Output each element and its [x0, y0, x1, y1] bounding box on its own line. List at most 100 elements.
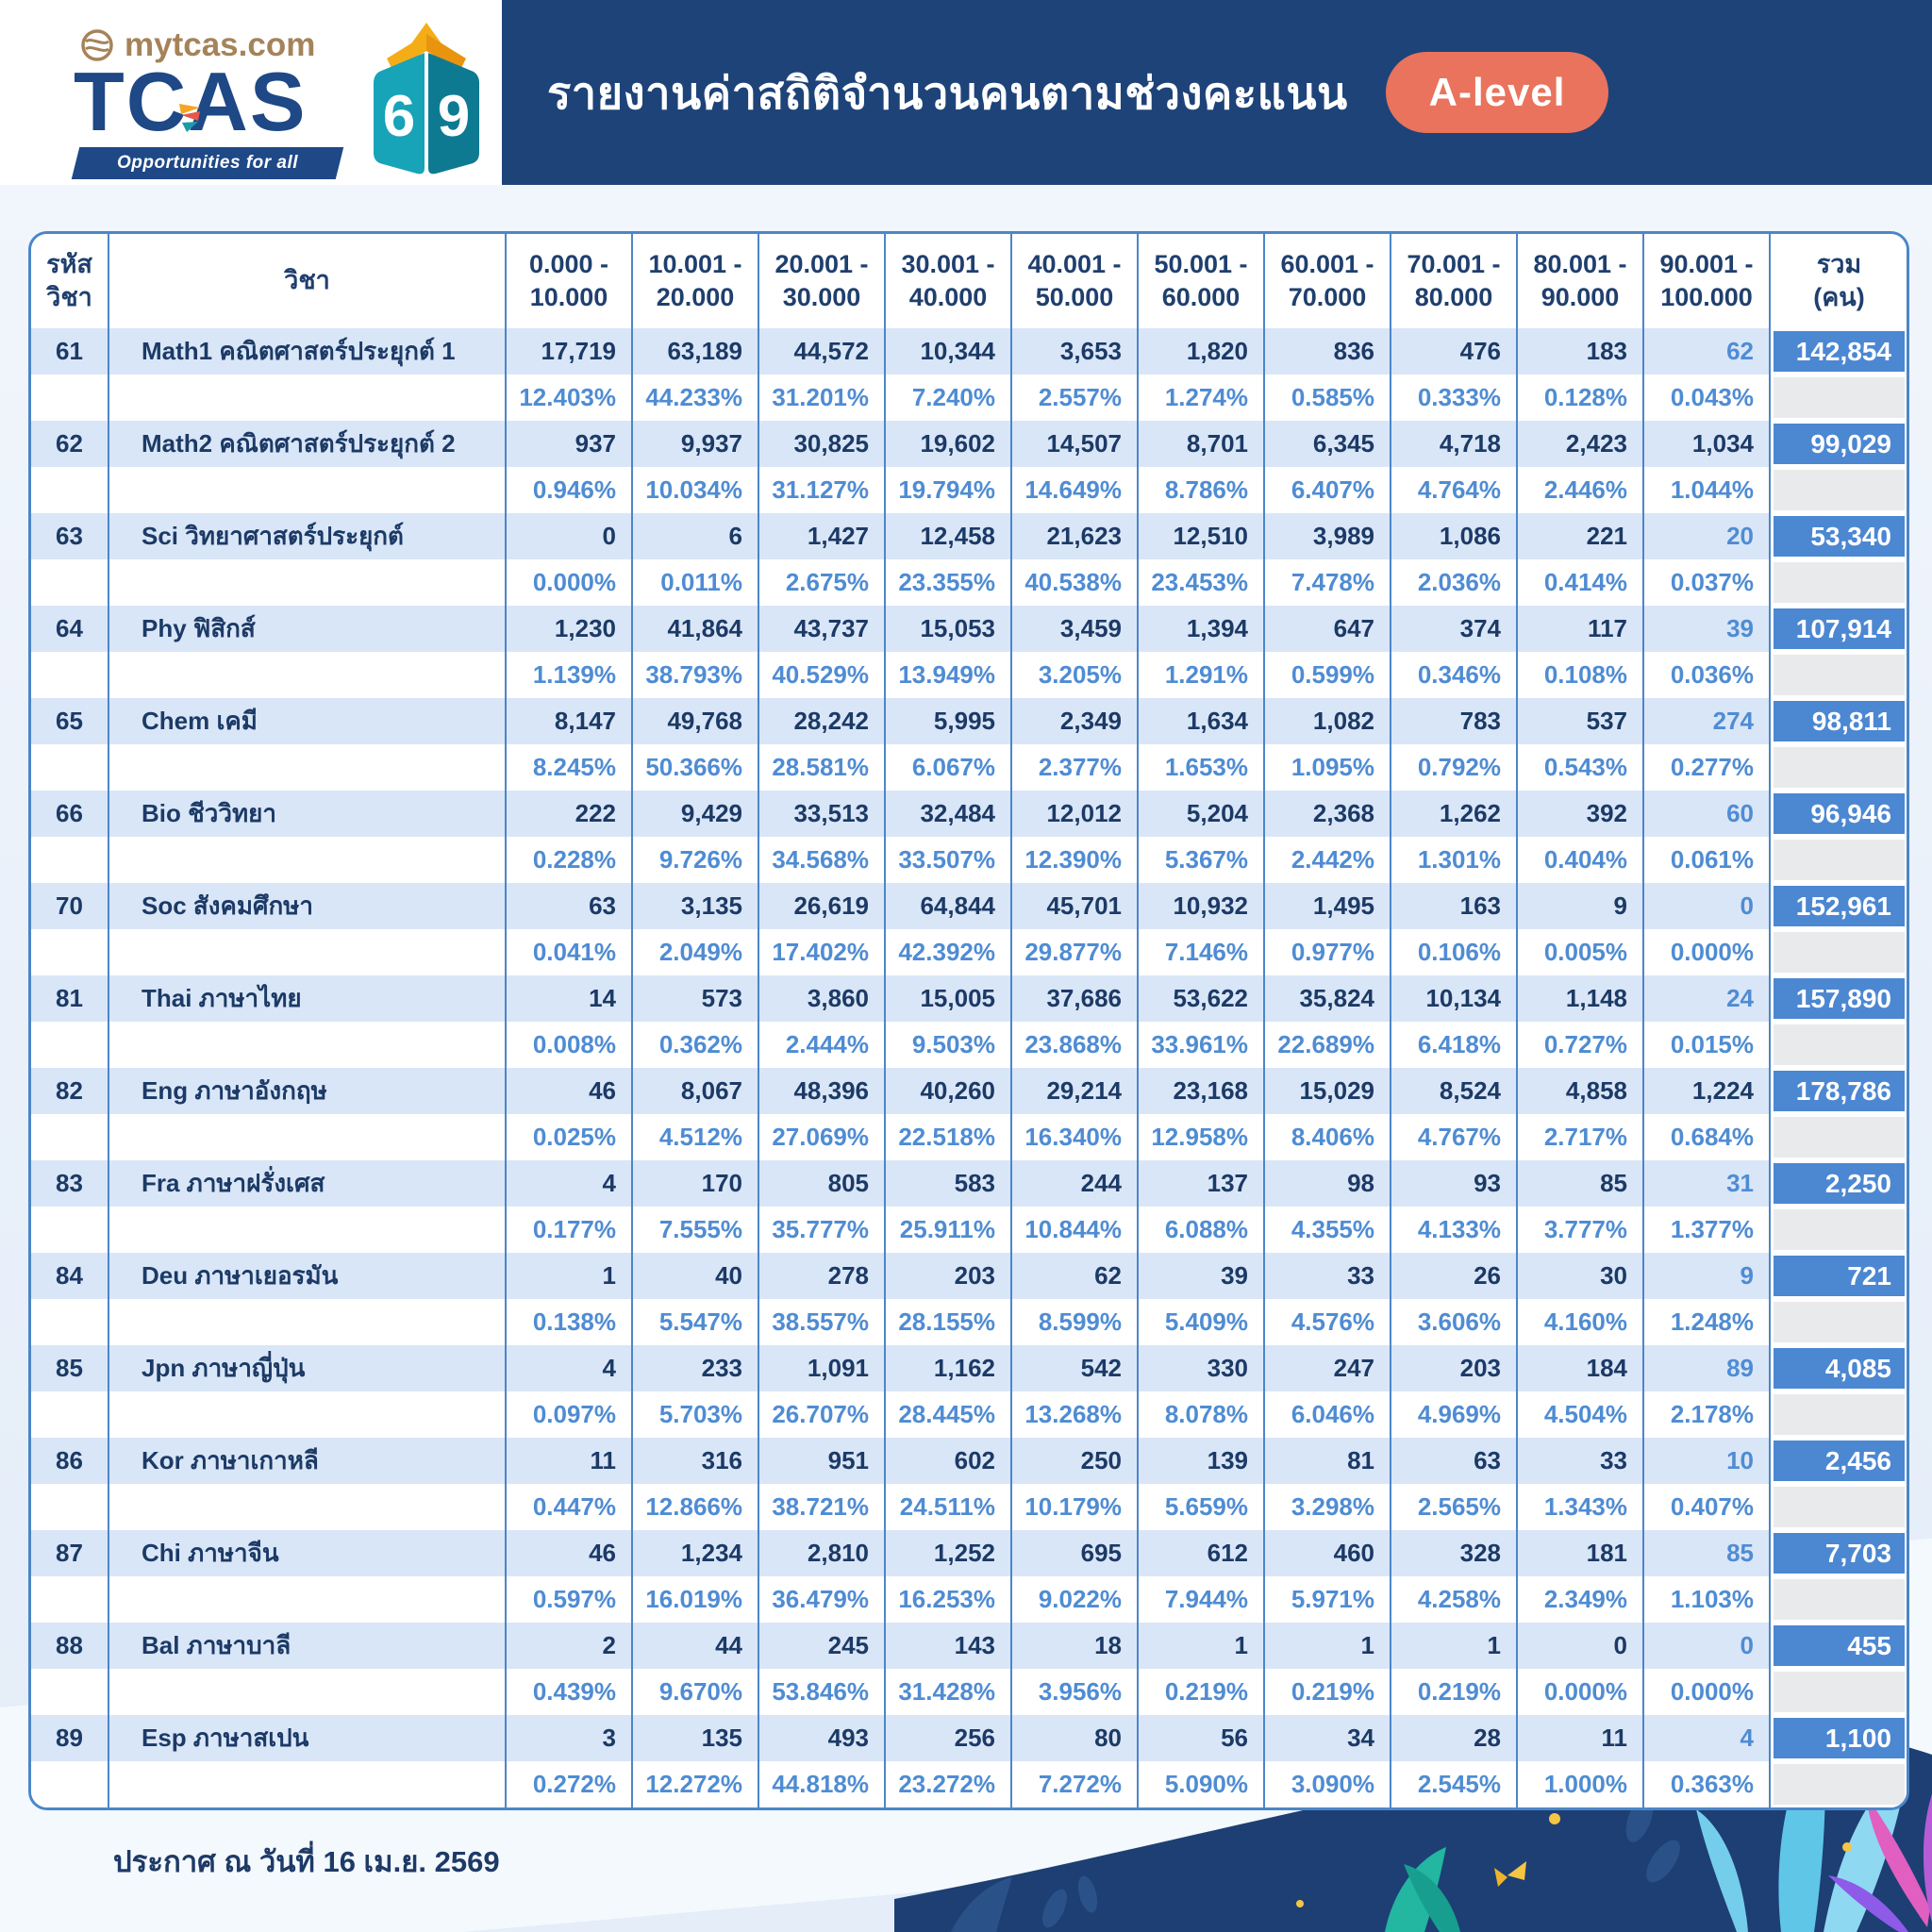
- count-cell: 30: [1518, 1253, 1644, 1299]
- subject-code-cell: 87: [31, 1530, 109, 1576]
- count-cell: 1: [1391, 1623, 1518, 1669]
- percent-cell: 0.977%: [1265, 929, 1391, 975]
- percent-cell: 0.727%: [1518, 1022, 1644, 1068]
- empty-code-cell: [31, 1576, 109, 1623]
- subject-name-cell: Kor ภาษาเกาหลี: [109, 1438, 507, 1484]
- count-cell: 15,053: [886, 606, 1012, 652]
- mytcas-site-label: mytcas.com: [125, 26, 316, 63]
- percent-cell: 6.418%: [1391, 1022, 1518, 1068]
- title-band: รายงานค่าสถิติจำนวนคนตามช่วงคะแนน A-leve…: [502, 0, 1932, 185]
- subject-percent-row: 0.597% 16.019% 36.479% 16.253% 9.022% 7.944% 5…: [31, 1576, 1907, 1623]
- count-cell: 1,224: [1644, 1068, 1771, 1114]
- percent-cell: 28.445%: [886, 1391, 1012, 1438]
- total-empty-cell: [1771, 837, 1907, 883]
- subject-name-cell: Sci วิทยาศาสตร์ประยุกต์: [109, 513, 507, 559]
- percent-cell: 12.958%: [1139, 1114, 1265, 1160]
- subject-code-cell: 62: [31, 421, 109, 467]
- count-cell: 32,484: [886, 791, 1012, 837]
- subject-percent-row: 0.008% 0.362% 2.444% 9.503% 23.868% 33.961% 22…: [31, 1022, 1907, 1068]
- empty-code-cell: [31, 559, 109, 606]
- percent-cell: 31.428%: [886, 1669, 1012, 1715]
- subject-count-row: 65 Chem เคมี 8,147 49,768 28,242 5,995 2,349 1,…: [31, 698, 1907, 744]
- percent-cell: 0.407%: [1644, 1484, 1771, 1530]
- count-cell: 53,622: [1139, 975, 1265, 1022]
- percent-cell: 2.049%: [633, 929, 759, 975]
- tcas-c-accent-icon: [179, 104, 200, 132]
- percent-cell: 8.599%: [1012, 1299, 1139, 1345]
- percent-cell: 28.155%: [886, 1299, 1012, 1345]
- percent-cell: 40.538%: [1012, 559, 1139, 606]
- total-empty-cell: [1771, 652, 1907, 698]
- percent-cell: 1.000%: [1518, 1761, 1644, 1807]
- count-cell: 244: [1012, 1160, 1139, 1207]
- subject-name-cell: Esp ภาษาสเปน: [109, 1715, 507, 1761]
- percent-cell: 5.409%: [1139, 1299, 1265, 1345]
- count-cell: 3,459: [1012, 606, 1139, 652]
- total-cell: 142,854: [1771, 328, 1907, 375]
- book-69-logo: 6 9: [374, 23, 479, 175]
- percent-cell: 3.606%: [1391, 1299, 1518, 1345]
- percent-cell: 0.684%: [1644, 1114, 1771, 1160]
- subject-count-row: 83 Fra ภาษาฝรั่งเศส 4 170 805 583 244 137 98 93 85…: [31, 1160, 1907, 1207]
- col-header-range-9: 90.001 - 100.000: [1644, 234, 1771, 328]
- count-cell: 1: [1139, 1623, 1265, 1669]
- count-cell: 170: [633, 1160, 759, 1207]
- count-cell: 1,262: [1391, 791, 1518, 837]
- empty-subject-cell: [109, 929, 507, 975]
- percent-cell: 1.139%: [507, 652, 633, 698]
- total-cell: 157,890: [1771, 975, 1907, 1022]
- total-empty-cell: [1771, 375, 1907, 421]
- subject-percent-row: 0.177% 7.555% 35.777% 25.911% 10.844% 6.088% 4…: [31, 1207, 1907, 1253]
- percent-cell: 16.019%: [633, 1576, 759, 1623]
- count-cell: 11: [507, 1438, 633, 1484]
- percent-cell: 4.133%: [1391, 1207, 1518, 1253]
- count-cell: 18: [1012, 1623, 1139, 1669]
- count-cell: 602: [886, 1438, 1012, 1484]
- percent-cell: 0.000%: [1644, 929, 1771, 975]
- count-cell: 1,495: [1265, 883, 1391, 929]
- subject-percent-row: 0.228% 9.726% 34.568% 33.507% 12.390% 5.367% 2…: [31, 837, 1907, 883]
- percent-cell: 10.034%: [633, 467, 759, 513]
- count-cell: 10: [1644, 1438, 1771, 1484]
- total-cell: 2,250: [1771, 1160, 1907, 1207]
- subject-code-cell: 89: [31, 1715, 109, 1761]
- subject-percent-row: 12.403% 44.233% 31.201% 7.240% 2.557% 1.274% 0…: [31, 375, 1907, 421]
- count-cell: 117: [1518, 606, 1644, 652]
- total-cell: 178,786: [1771, 1068, 1907, 1114]
- percent-cell: 0.106%: [1391, 929, 1518, 975]
- count-cell: 44: [633, 1623, 759, 1669]
- subject-name-cell: Soc สังคมศึกษา: [109, 883, 507, 929]
- percent-cell: 4.764%: [1391, 467, 1518, 513]
- count-cell: 278: [759, 1253, 886, 1299]
- count-cell: 3,653: [1012, 328, 1139, 375]
- count-cell: 250: [1012, 1438, 1139, 1484]
- total-cell: 107,914: [1771, 606, 1907, 652]
- percent-cell: 5.090%: [1139, 1761, 1265, 1807]
- empty-subject-cell: [109, 652, 507, 698]
- count-cell: 33,513: [759, 791, 886, 837]
- percent-cell: 0.599%: [1265, 652, 1391, 698]
- butterfly-icon: [1494, 1861, 1526, 1887]
- total-cell: 98,811: [1771, 698, 1907, 744]
- count-cell: 2,368: [1265, 791, 1391, 837]
- count-cell: 39: [1644, 606, 1771, 652]
- count-cell: 1,820: [1139, 328, 1265, 375]
- total-empty-cell: [1771, 1484, 1907, 1530]
- percent-cell: 8.406%: [1265, 1114, 1391, 1160]
- count-cell: 9: [1518, 883, 1644, 929]
- total-empty-cell: [1771, 1207, 1907, 1253]
- count-cell: 1,427: [759, 513, 886, 559]
- percent-cell: 0.138%: [507, 1299, 633, 1345]
- count-cell: 64,844: [886, 883, 1012, 929]
- percent-cell: 34.568%: [759, 837, 886, 883]
- count-cell: 374: [1391, 606, 1518, 652]
- count-cell: 1: [1265, 1623, 1391, 1669]
- subject-code-cell: 86: [31, 1438, 109, 1484]
- total-empty-cell: [1771, 744, 1907, 791]
- col-header-range-6: 60.001 - 70.000: [1265, 234, 1391, 328]
- subject-name-cell: Phy ฟิสิกส์: [109, 606, 507, 652]
- subject-name-cell: Chem เคมี: [109, 698, 507, 744]
- count-cell: 40: [633, 1253, 759, 1299]
- subject-name-cell: Math2 คณิตศาสตร์ประยุกต์ 2: [109, 421, 507, 467]
- count-cell: 1,091: [759, 1345, 886, 1391]
